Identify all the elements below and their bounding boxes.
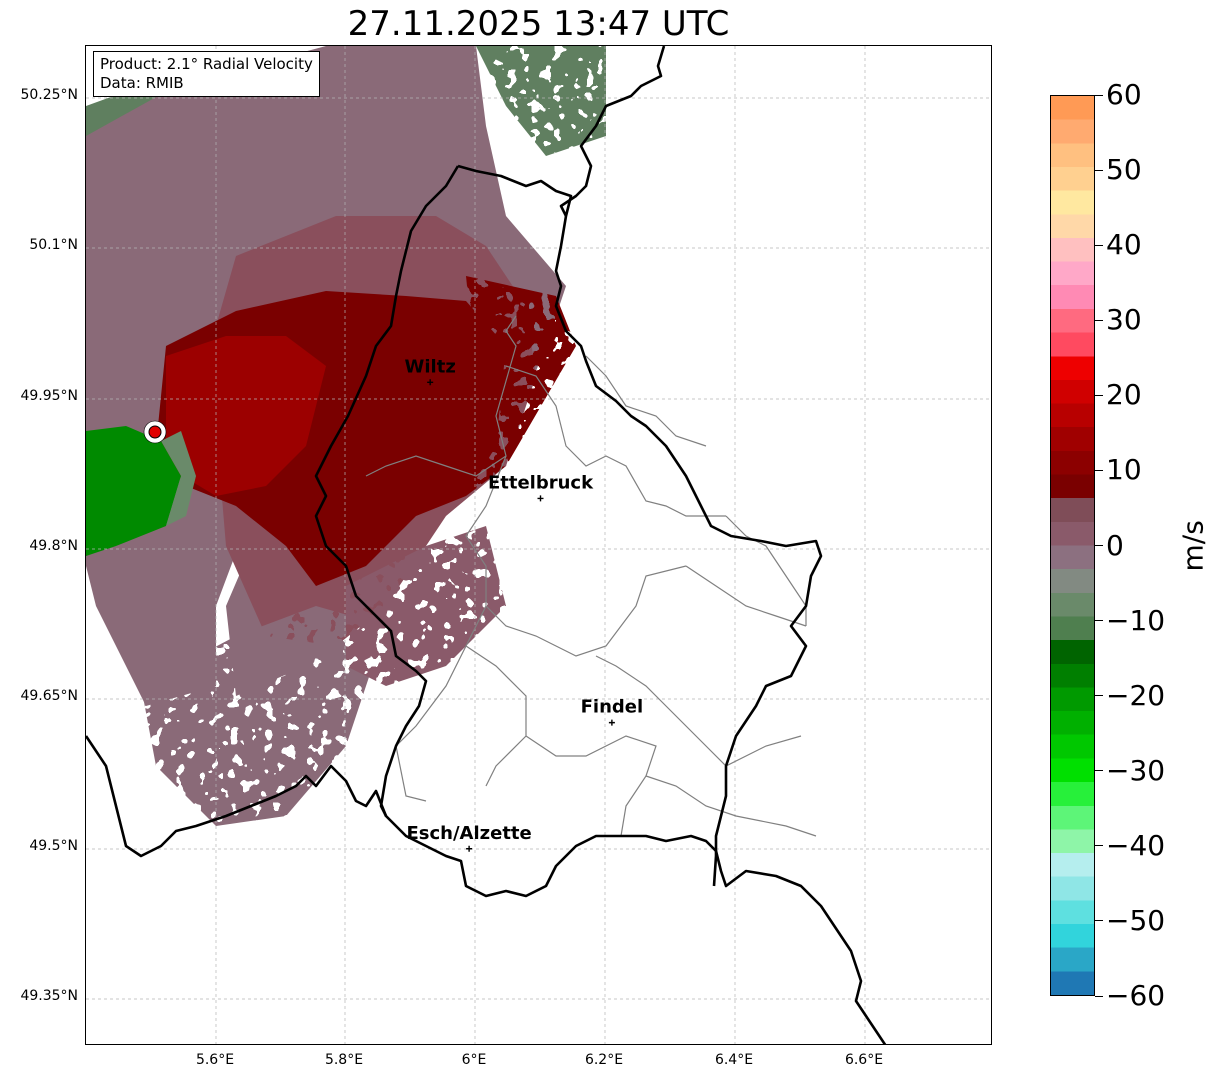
- canton-borders: [365, 315, 817, 837]
- colorbar-tick-label: 30: [1106, 303, 1142, 337]
- colorbar-tick: [1095, 995, 1103, 997]
- colorbar-tick-label: 0: [1106, 528, 1124, 562]
- city-cross-icon: [608, 719, 615, 726]
- lat-label: 49.35°N: [20, 988, 78, 1004]
- lon-label: 6.6°E: [844, 1052, 884, 1068]
- colorbar-unit-label: m/s: [1176, 520, 1207, 572]
- echo-speckle-ne: [476, 46, 606, 156]
- radar-site-marker: [143, 420, 167, 444]
- city-label: Esch/Alzette: [406, 823, 531, 844]
- lat-label: 49.95°N: [20, 388, 78, 404]
- city-marker: Esch/Alzette: [406, 823, 532, 852]
- colorbar-tick-label: −50: [1106, 903, 1166, 937]
- colorbar-tick: [1095, 845, 1103, 847]
- colorbar-tick: [1095, 770, 1103, 772]
- colorbar-tick: [1095, 920, 1103, 922]
- data-source-label: Data: RMIB: [100, 74, 184, 92]
- city-marker: Wiltz: [405, 356, 456, 386]
- city-label: Ettelbruck: [488, 472, 594, 493]
- colorbar-tick-label: 50: [1106, 153, 1142, 187]
- echo-speckle-east: [466, 276, 576, 496]
- product-info-box: Product: 2.1° Radial Velocity Data: RMIB: [93, 51, 320, 97]
- colorbar-tick: [1095, 169, 1103, 171]
- colorbar-tick: [1095, 244, 1103, 246]
- radar-map-canvas: Wiltz Ettelbruck Findel Esch/Alzette: [86, 46, 991, 1044]
- lon-label: 6.4°E: [714, 1052, 754, 1068]
- lat-label: 50.25°N: [20, 87, 78, 103]
- city-cross-icon: [537, 495, 544, 502]
- country-borders: [86, 46, 887, 1044]
- colorbar-tick-label: 40: [1106, 228, 1142, 262]
- lon-label: 5.6°E: [195, 1052, 235, 1068]
- radar-echo-layer: [86, 46, 606, 826]
- colorbar-tick-label: 60: [1106, 78, 1142, 111]
- colorbar-tick-label: −40: [1106, 828, 1166, 862]
- colorbar: [1050, 95, 1095, 996]
- city-marker: Ettelbruck: [488, 472, 594, 502]
- map-title: 27.11.2025 13:47 UTC: [347, 4, 730, 44]
- echo-green-near: [86, 426, 181, 556]
- city-cross-icon: [466, 845, 473, 852]
- lon-label: 5.8°E: [324, 1052, 364, 1068]
- lon-label: 6.2°E: [584, 1052, 624, 1068]
- colorbar-tick: [1095, 94, 1103, 96]
- colorbar-tick: [1095, 394, 1103, 396]
- lat-label: 50.1°N: [29, 237, 78, 253]
- lat-label: 49.5°N: [29, 838, 78, 854]
- echo-greygreen-near: [161, 431, 196, 526]
- colorbar-tick-label: −10: [1106, 603, 1166, 637]
- colorbar-tick-label: 20: [1106, 378, 1142, 412]
- lon-label: 6°E: [461, 1052, 487, 1068]
- colorbar-tick-label: −30: [1106, 753, 1166, 787]
- colorbar-tick: [1095, 695, 1103, 697]
- colorbar-tick-label: −20: [1106, 678, 1166, 712]
- colorbar-tick-label: −60: [1106, 979, 1166, 1012]
- city-marker: Findel: [581, 697, 644, 726]
- colorbar-tick: [1095, 545, 1103, 546]
- lat-label: 49.65°N: [20, 688, 78, 704]
- radar-map[interactable]: Wiltz Ettelbruck Findel Esch/Alzette: [85, 45, 992, 1045]
- gridlines: [86, 46, 991, 1044]
- echo-speckle-sw: [141, 606, 386, 826]
- colorbar-tick: [1095, 469, 1103, 471]
- city-markers: Wiltz Ettelbruck Findel Esch/Alzette: [405, 356, 644, 852]
- product-label: Product: 2.1° Radial Velocity: [100, 55, 313, 73]
- city-label: Findel: [581, 697, 644, 718]
- lat-label: 49.8°N: [29, 538, 78, 554]
- colorbar-tick: [1095, 319, 1103, 321]
- echo-red-inner: [166, 336, 326, 496]
- city-cross-icon: [427, 379, 434, 386]
- city-label: Wiltz: [405, 356, 456, 377]
- colorbar-tick: [1095, 620, 1103, 622]
- colorbar-tick-label: 10: [1106, 453, 1142, 487]
